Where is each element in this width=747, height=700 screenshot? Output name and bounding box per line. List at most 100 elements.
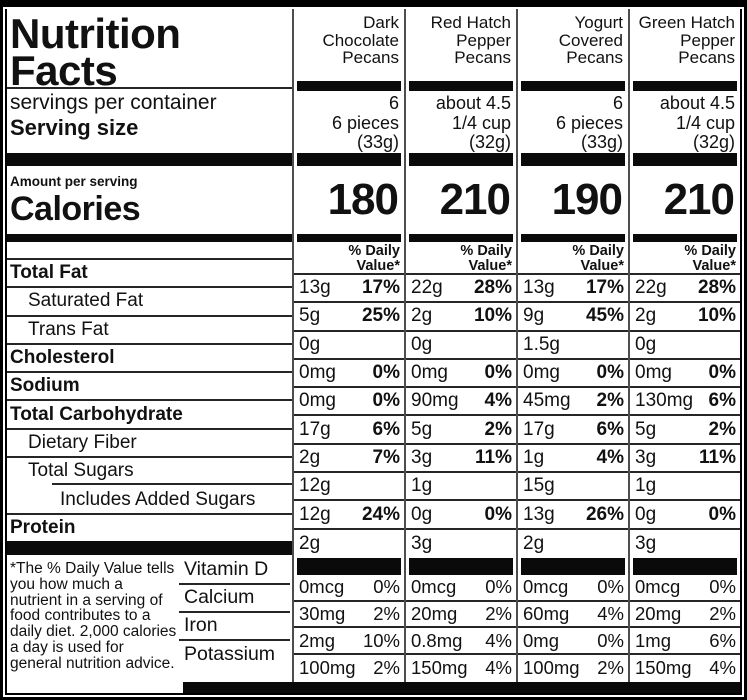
nutrient-daily-value: 7%	[372, 446, 400, 468]
vitamin-value-row-calcium: 30mg 2%	[294, 602, 404, 629]
black-bar	[7, 153, 292, 166]
nutrient-amount: 3g	[411, 532, 433, 554]
nutrient-amount: 3g	[411, 446, 433, 468]
nutrient-label-cell: Includes Added Sugars	[52, 483, 292, 513]
calories-value: 210	[663, 175, 735, 224]
nutrient-amount: 13g	[523, 503, 555, 525]
nutrient-amount: 0g	[411, 333, 433, 355]
vitamin-daily-value: 2%	[709, 603, 736, 624]
nutrient-amount: 3g	[635, 532, 657, 554]
serving-size-line: 1/4 cup	[451, 112, 511, 133]
servings-per-container-label: servings per container	[10, 91, 217, 114]
nutrient-daily-value: 6%	[708, 390, 736, 412]
calories-block: Amount per serving Calories	[7, 166, 292, 234]
nutrient-daily-value: 0%	[484, 503, 512, 525]
serving-size-line: (32g)	[692, 132, 735, 152]
nutrient-label-row-trans-fat: Trans Fat	[7, 314, 292, 343]
vitamin-label: Iron	[184, 614, 218, 637]
daily-value-header-line: % Daily	[348, 243, 400, 259]
vitamin-value-row-iron: 1mg 6%	[630, 628, 740, 656]
nutrient-value-row-dietary-fiber: 3g 11%	[630, 445, 740, 474]
nutrient-value-row-dietary-fiber: 2g 7%	[294, 445, 404, 474]
vitamin-amount: 100mg	[523, 657, 580, 679]
nutrient-value-row-protein: 3g	[630, 530, 740, 558]
calories-value: 210	[439, 175, 511, 224]
nutrient-value-row-sodium: 0mg 0%	[294, 388, 404, 417]
servings-per-container-value: about 4.5	[659, 93, 735, 113]
nutrient-label: Includes Added Sugars	[60, 488, 256, 510]
title-rule	[7, 87, 292, 89]
nutrient-daily-value: 6%	[596, 418, 624, 440]
vitamin-value-row-potassium: 150mg 4%	[406, 655, 516, 682]
nutrient-label-cell: Dietary Fiber	[28, 430, 292, 456]
nutrient-amount: 12g	[299, 503, 331, 525]
vitamin-value-rows: 0mcg 0% 30mg 2% 2mg 10% 100mg 2%	[294, 575, 404, 682]
vitamin-amount: 30mg	[299, 603, 346, 624]
calories-value: 190	[551, 175, 623, 224]
vitamin-value-rows: 0mcg 0% 20mg 2% 1mg 6% 150mg 4%	[630, 575, 740, 682]
black-bar	[633, 557, 737, 575]
nutrient-value-row-total-carbohydrate: 17g 6%	[294, 416, 404, 445]
vitamin-daily-value: 4%	[709, 657, 736, 679]
vitamin-daily-value: 0%	[485, 576, 512, 598]
vitamin-label-row-vitamin-d: Vitamin D	[179, 557, 290, 585]
nutrient-value-row-total-carbohydrate: 5g 2%	[406, 416, 516, 445]
black-bar	[409, 557, 513, 575]
nutrient-amount: 2g	[523, 532, 545, 554]
nutrient-value-row-includes-added-sugars: 13g 26%	[518, 501, 628, 530]
vitamin-value-row-iron: 2mg 10%	[294, 628, 404, 656]
product-column-yogurt-covered-pecans: Yogurt Covered Pecans 6 6 pieces (33g) 190 % Da…	[516, 9, 628, 693]
nutrient-amount: 0mg	[411, 362, 448, 384]
product-column-dark-chocolate-pecans: Dark Chocolate Pecans 6 6 pieces (33g) 180 % Da…	[292, 9, 404, 693]
nutrient-value-row-total-fat: 13g 17%	[518, 275, 628, 304]
nutrient-amount: 3g	[635, 446, 657, 468]
vitamin-value-row-iron: 0.8mg 4%	[406, 628, 516, 656]
calories-label: Calories	[10, 190, 141, 228]
nutrient-daily-value: 45%	[585, 305, 624, 327]
nutrient-amount: 17g	[299, 418, 331, 440]
nutrient-amount: 9g	[523, 305, 545, 327]
nutrient-label-cell: Sodium	[10, 373, 292, 399]
nutrient-value-row-includes-added-sugars: 0g 0%	[630, 501, 740, 530]
black-bar	[7, 234, 292, 242]
nutrient-value-row-sodium: 45mg 2%	[518, 388, 628, 417]
nutrient-value-row-protein: 3g	[406, 530, 516, 558]
daily-value-header: % Daily Value*	[294, 242, 404, 275]
black-bar	[633, 234, 737, 242]
nutrient-amount: 13g	[523, 277, 555, 299]
black-bar	[297, 234, 401, 242]
product-name-line: Pecans	[678, 48, 735, 67]
nutrient-value-row-total-carbohydrate: 17g 6%	[518, 416, 628, 445]
vitamin-labels: Vitamin D Calcium Iron Potassium	[179, 555, 290, 693]
vitamin-value-row-calcium: 60mg 4%	[518, 602, 628, 629]
product-name-line: Chocolate	[322, 30, 399, 50]
product-name-line: Pepper	[680, 30, 735, 50]
nutrient-daily-value: 6%	[372, 418, 400, 440]
nutrient-label-row-sodium: Sodium	[7, 371, 292, 399]
nutrient-amount: 90mg	[411, 390, 459, 412]
nutrient-value-row-sodium: 130mg 6%	[630, 388, 740, 417]
vitamin-daily-value: 2%	[597, 657, 624, 679]
vitamin-value-row-vitamin-d: 0mcg 0%	[630, 575, 740, 602]
nutrient-daily-value: 0%	[484, 362, 512, 384]
nutrient-amount: 1g	[411, 475, 433, 497]
nutrient-value-row-dietary-fiber: 3g 11%	[406, 445, 516, 474]
bottom-black-bar	[183, 682, 740, 693]
servings-per-container-value: 6	[388, 93, 399, 113]
black-bar	[521, 234, 625, 242]
vitamin-daily-value: 2%	[373, 657, 400, 679]
nutrient-label-row-includes-added-sugars: Includes Added Sugars	[7, 483, 292, 513]
nutrient-amount: 2g	[635, 305, 657, 327]
product-column-green-hatch-pepper-pecans: Green Hatch Pepper Pecans about 4.5 1/4 cup(…	[628, 9, 740, 693]
vitamin-daily-value: 0%	[373, 576, 400, 598]
black-bar	[409, 234, 513, 242]
black-bar	[297, 153, 401, 166]
nutrient-value-row-protein: 2g	[294, 530, 404, 558]
nutrient-amount: 2g	[299, 532, 321, 554]
vitamin-amount: 2mg	[299, 629, 335, 651]
vitamin-daily-value: 4%	[485, 657, 512, 679]
daily-value-header: % Daily Value*	[630, 242, 740, 275]
daily-value-header: % Daily Value*	[406, 242, 516, 275]
nutrient-value-row-cholesterol: 0mg 0%	[518, 360, 628, 389]
